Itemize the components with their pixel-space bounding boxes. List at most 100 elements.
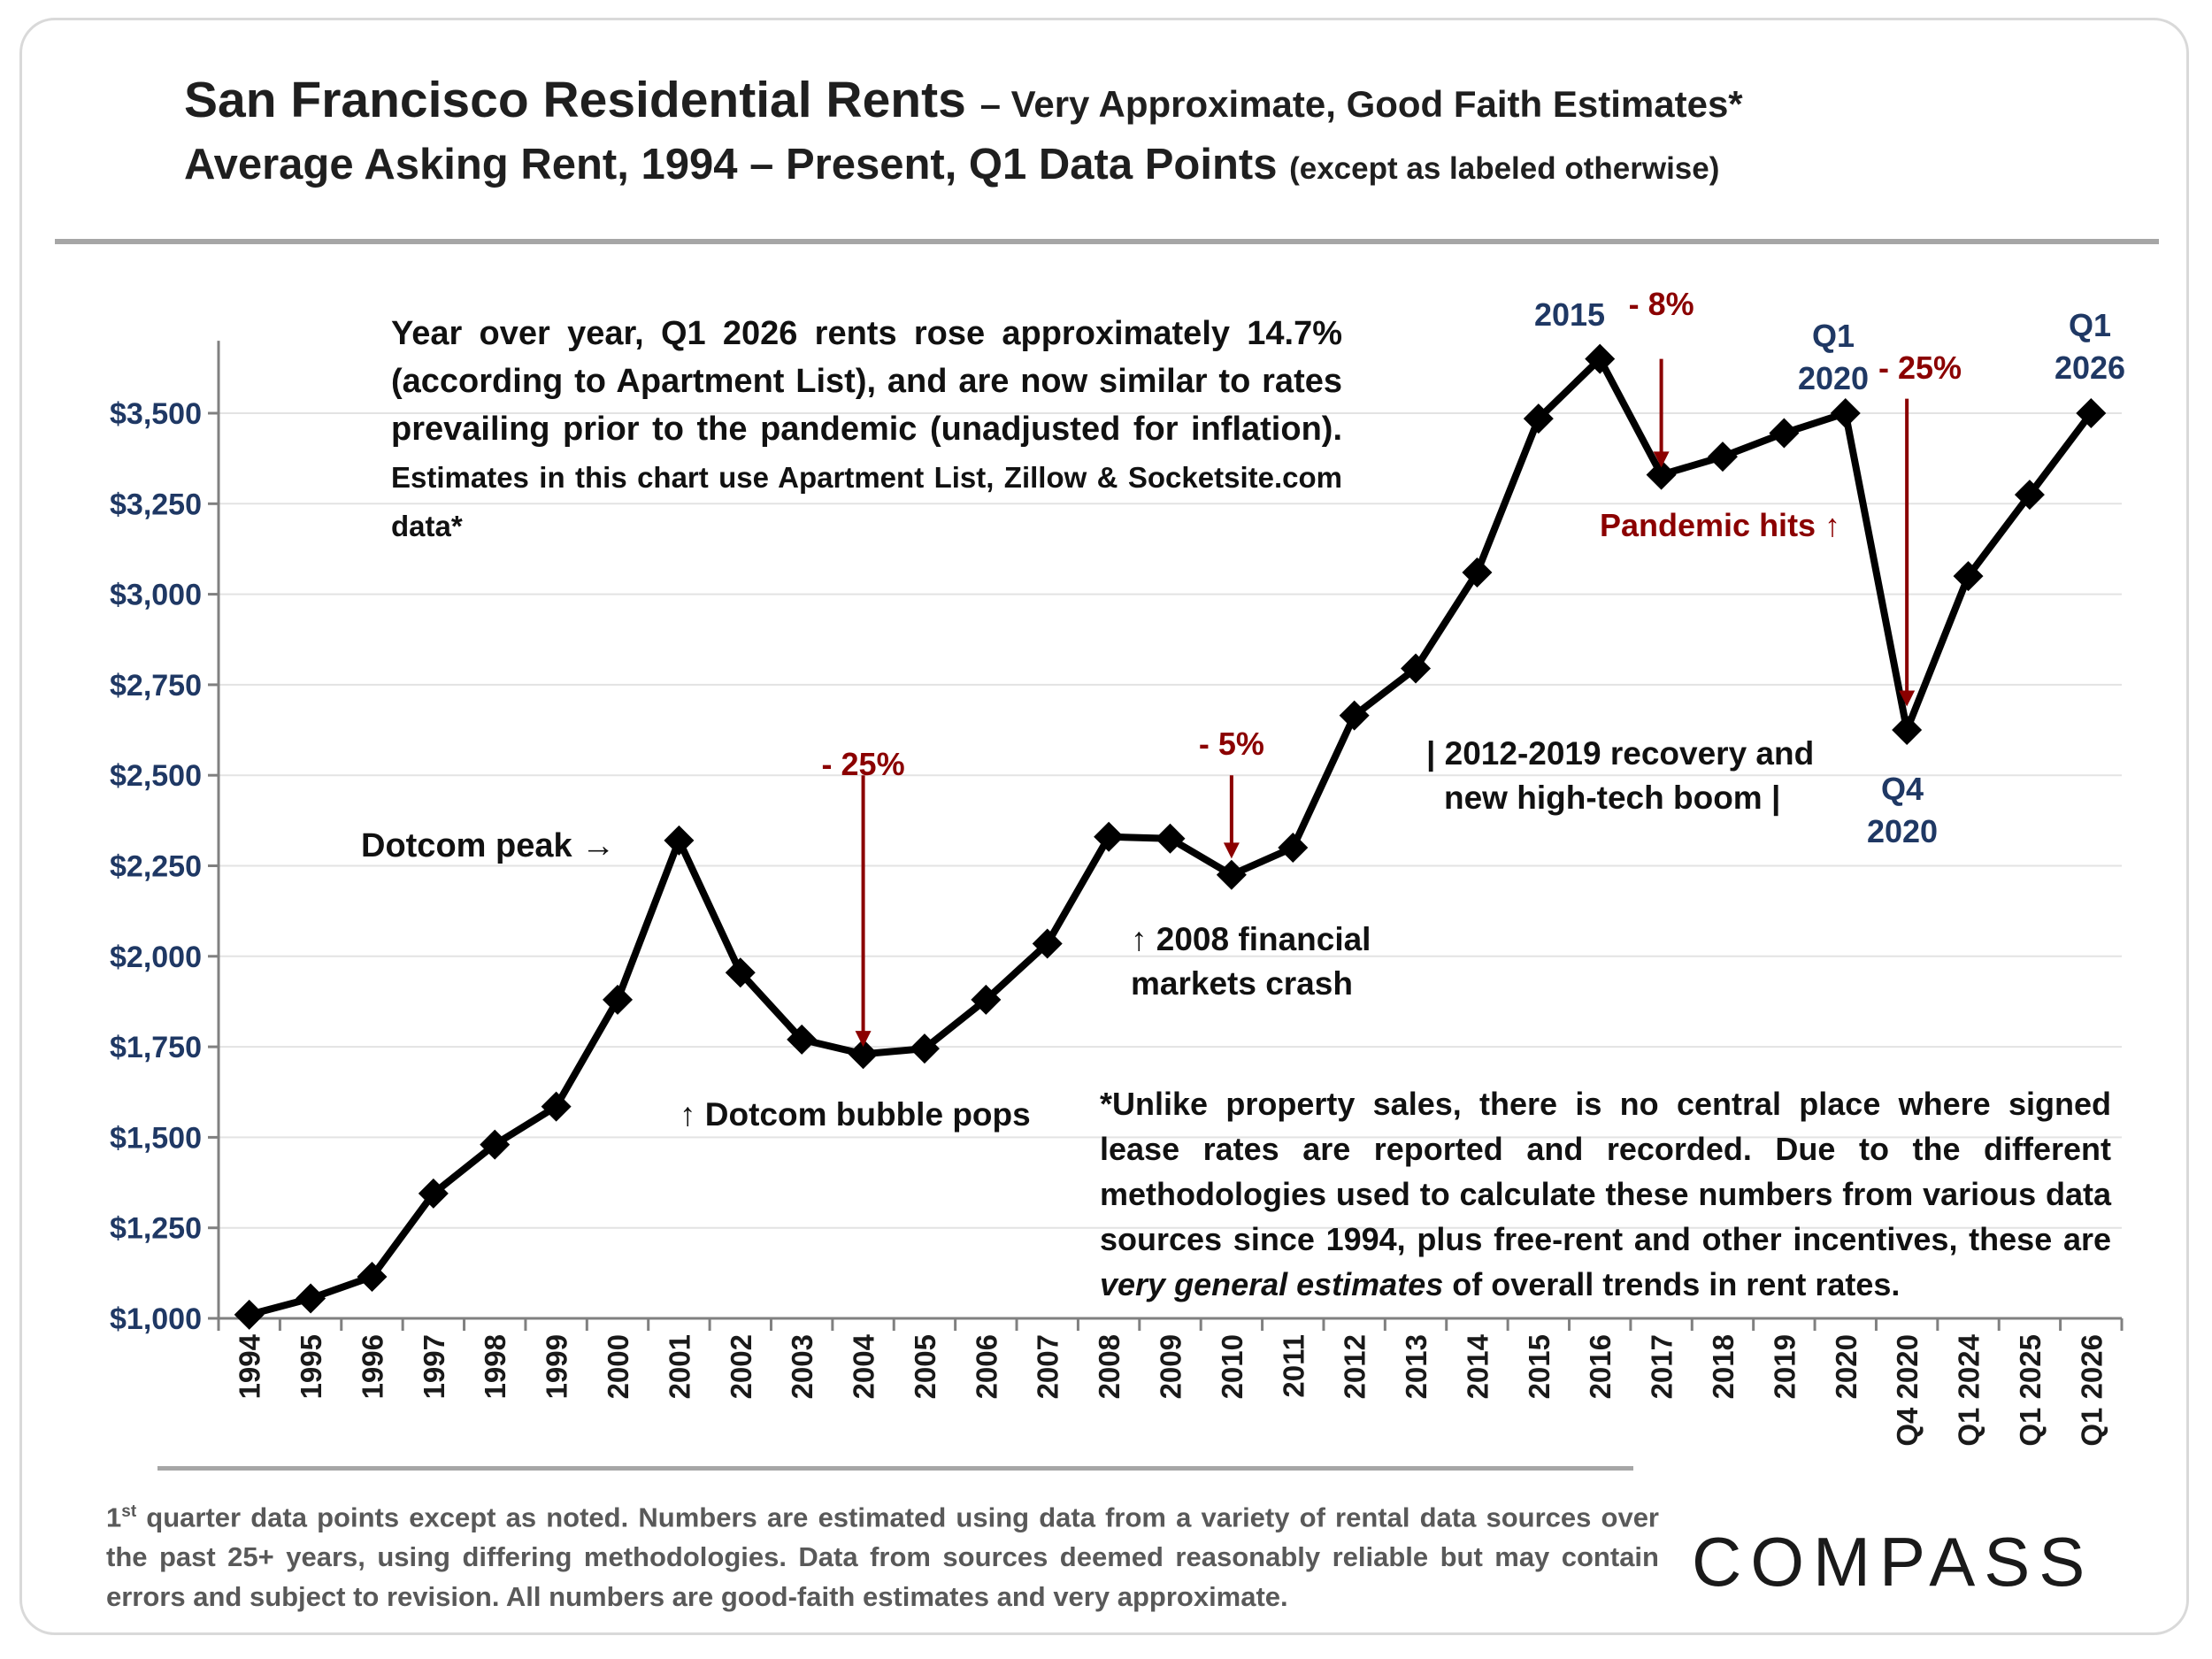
x-tick-label: 2002 — [725, 1334, 757, 1399]
data-point — [1155, 823, 1186, 854]
arrow-head — [855, 1031, 872, 1048]
chart-subtitle: Average Asking Rent, 1994 – Present, Q1 … — [184, 141, 1720, 188]
annotation-pandemic: Pandemic hits ↑ — [1600, 507, 1840, 543]
data-point — [1769, 418, 1800, 449]
data-point — [1646, 459, 1677, 490]
x-tick-label: 2015 — [1523, 1334, 1555, 1399]
x-tick-label: Q4 2020 — [1891, 1334, 1924, 1447]
annotation-q4-2020-line2: 2020 — [1867, 813, 1938, 849]
yoy-note: Year over year, Q1 2026 rents rose appro… — [391, 315, 1342, 542]
annotation-crash-line2: markets crash — [1131, 965, 1353, 1002]
x-tick-label: 1997 — [418, 1334, 450, 1399]
x-tick-label: 2013 — [1400, 1334, 1432, 1399]
methodology-note: *Unlike property sales, there is no cent… — [1100, 1086, 2111, 1302]
y-tick-label: $1,000 — [110, 1302, 202, 1336]
x-tick-label: 2011 — [1277, 1334, 1310, 1398]
annotation-dotcom-peak: Dotcom peak → — [361, 827, 615, 864]
data-point — [1585, 343, 1616, 374]
header-divider — [55, 239, 2159, 244]
arrow-head — [1653, 451, 1670, 468]
x-tick-label: 2001 — [663, 1334, 695, 1399]
annotation-boom-line2: new high-tech boom | — [1444, 780, 1780, 817]
x-tick-label: 2020 — [1830, 1334, 1863, 1399]
y-tick-label: $3,000 — [110, 579, 202, 612]
chart-title-qualifier: – Very Approximate, Good Faith Estimates… — [979, 83, 1743, 125]
x-tick-label: 1996 — [356, 1334, 388, 1399]
data-point — [357, 1261, 388, 1292]
data-point — [1892, 715, 1923, 746]
annotation-q1-2020-line2: 2020 — [1798, 360, 1869, 396]
y-tick-label: $1,750 — [110, 1031, 202, 1064]
x-tick-label: 1999 — [541, 1334, 573, 1399]
annotation-q4-2020-line1: Q4 — [1881, 771, 1924, 807]
y-tick-label: $2,750 — [110, 669, 202, 703]
x-tick-label: 2016 — [1584, 1334, 1617, 1399]
y-tick-label: $3,500 — [110, 397, 202, 431]
x-tick-label: Q1 2025 — [2014, 1334, 2047, 1447]
data-point — [1216, 859, 1247, 890]
annotation-drop-2020: - 25% — [1878, 349, 1962, 386]
x-tick-label: 2000 — [602, 1334, 634, 1399]
x-tick-label: 2014 — [1461, 1333, 1494, 1399]
y-tick-label: $2,000 — [110, 941, 202, 974]
x-tick-label: 2012 — [1339, 1334, 1371, 1399]
data-point — [725, 957, 756, 988]
data-point — [1523, 403, 1554, 434]
y-tick-label: $2,500 — [110, 759, 202, 793]
annotation-label-2015: 2015 — [1534, 296, 1605, 333]
chart-subtitle-qualifier: (except as labeled otherwise) — [1289, 151, 1720, 186]
annotation-drop-2010: - 5% — [1199, 726, 1264, 762]
data-point — [603, 984, 634, 1015]
y-tick-label: $2,250 — [110, 850, 202, 884]
x-tick-label: 2008 — [1093, 1334, 1125, 1399]
data-point — [2076, 398, 2107, 428]
y-tick-label: $1,500 — [110, 1121, 202, 1155]
footer-disclaimer: 1st quarter data points except as noted.… — [106, 1502, 1659, 1613]
x-tick-label: 2018 — [1707, 1334, 1740, 1399]
data-point — [418, 1178, 449, 1209]
y-tick-label: $3,250 — [110, 488, 202, 521]
x-tick-label: 2004 — [848, 1333, 880, 1399]
annotation-drop-2017: - 8% — [1629, 286, 1694, 322]
data-point — [1094, 821, 1125, 852]
data-point — [1830, 398, 1861, 428]
annotation-q1-2026-line2: 2026 — [2055, 349, 2125, 386]
data-point — [234, 1299, 265, 1330]
data-point — [541, 1091, 572, 1122]
x-tick-label: 1998 — [479, 1334, 511, 1399]
data-point — [1401, 653, 1432, 684]
x-tick-label: 2019 — [1768, 1334, 1801, 1399]
data-point — [480, 1129, 511, 1160]
data-point — [1278, 833, 1309, 864]
x-tick-label: 2007 — [1032, 1334, 1064, 1399]
data-point — [2014, 480, 2045, 511]
x-tick-label: 1994 — [234, 1333, 266, 1399]
footer-divider — [157, 1466, 1633, 1471]
data-point — [909, 1033, 940, 1064]
annotation-q1-2026-line1: Q1 — [2069, 307, 2111, 343]
y-tick-label: $1,250 — [110, 1212, 202, 1246]
data-point — [1707, 442, 1738, 472]
data-point — [296, 1283, 326, 1314]
data-point — [1462, 557, 1493, 588]
data-point — [971, 984, 1002, 1015]
data-point — [1953, 561, 1984, 592]
annotation-boom-line1: | 2012-2019 recovery and — [1426, 735, 1814, 772]
x-tick-label: 2009 — [1155, 1334, 1187, 1399]
chart-title: San Francisco Residential Rents – Very A… — [184, 72, 1743, 128]
data-point — [848, 1039, 879, 1070]
x-tick-label: Q1 2026 — [2075, 1334, 2108, 1447]
data-point — [1339, 700, 1370, 731]
x-tick-label: 1995 — [295, 1334, 327, 1399]
data-point — [787, 1024, 818, 1055]
x-tick-label: 2010 — [1216, 1334, 1248, 1399]
annotation-bubble-pops: ↑ Dotcom bubble pops — [680, 1096, 1031, 1133]
arrow-head — [1223, 842, 1240, 859]
data-point — [664, 825, 695, 856]
x-tick-label: 2017 — [1646, 1334, 1678, 1399]
arrow-head — [1899, 690, 1916, 707]
x-tick-label: 2006 — [970, 1334, 1002, 1399]
x-tick-label: 2005 — [909, 1334, 941, 1399]
sources-note: Estimates in this chart use Apartment Li… — [391, 461, 1342, 542]
